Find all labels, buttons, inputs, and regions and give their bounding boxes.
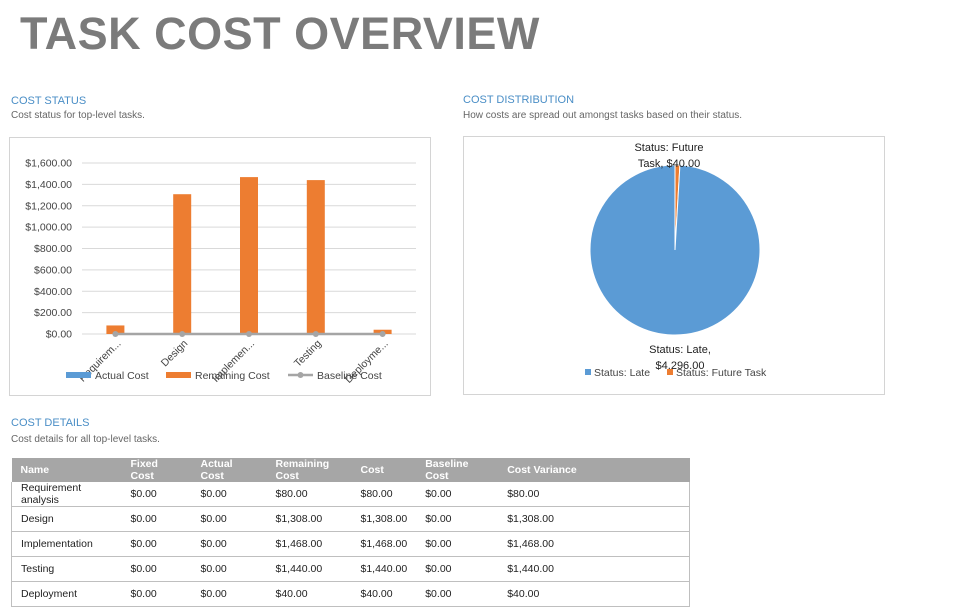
column-header-baseline-cost: Baseline Cost: [416, 458, 499, 482]
y-tick-label: $400.00: [34, 286, 72, 298]
cell-cost: $40.00: [351, 581, 417, 607]
y-tick-label: $200.00: [34, 307, 72, 319]
column-header-fixed-cost: Fixed Cost: [121, 458, 192, 482]
legend-swatch: [667, 369, 673, 375]
legend-label: Status: Late: [594, 367, 650, 379]
cell-baseline-cost: $0.00: [416, 506, 499, 532]
cell-name: Requirement analysis: [11, 482, 122, 507]
pie-slice-status-late: [589, 164, 761, 336]
legend-label: Baseline Cost: [317, 370, 382, 382]
y-tick-label: $0.00: [46, 329, 72, 341]
legend-swatch: [66, 372, 91, 378]
y-tick-label: $1,600.00: [25, 158, 72, 170]
bar-remaining-cost: [306, 180, 325, 334]
baseline-cost-point: [312, 331, 319, 337]
x-tick-label: Design: [159, 338, 191, 370]
cell-fixed-cost: $0.00: [121, 556, 192, 582]
legend-label: Remaining Cost: [195, 370, 270, 382]
cost-status-chart-svg: $1,600.00 $1,400.00 $1,200.00 $1,000.00 $800…: [25, 158, 416, 386]
column-header-cost-variance: Cost Variance: [498, 458, 690, 482]
legend-swatch: [166, 372, 191, 378]
cell-cost: $1,440.00: [351, 556, 417, 582]
legend-swatch: [585, 369, 591, 375]
cost-distribution-heading: COST DISTRIBUTION: [463, 94, 575, 106]
cell-cost-variance: $40.00: [498, 581, 691, 607]
cell-name: Deployment: [11, 581, 122, 607]
cost-details-subtitle: Cost details for all top-level tasks.: [11, 434, 160, 445]
cell-remaining-cost: $80.00: [266, 482, 352, 507]
cell-remaining-cost: $1,440.00: [266, 556, 352, 582]
cost-distribution-subtitle: How costs are spread out amongst tasks b…: [463, 110, 743, 121]
cell-name: Testing: [11, 556, 122, 582]
cost-status-chart: $1,600.00 $1,400.00 $1,200.00 $1,000.00 $800…: [9, 137, 431, 396]
cell-remaining-cost: $40.00: [266, 581, 352, 607]
cell-cost-variance: $1,440.00: [498, 556, 691, 582]
column-header-name: Name: [11, 458, 122, 482]
cost-details-heading: COST DETAILS: [11, 417, 90, 429]
table-row: Deployment $0.00 $0.00 $40.00 $40.00 $0.…: [11, 581, 691, 607]
cell-actual-cost: $0.00: [191, 581, 267, 607]
cell-baseline-cost: $0.00: [416, 482, 499, 507]
cost-distribution-chart: Status: Future Task, $40.00 Status: Late, $…: [463, 136, 885, 395]
cell-cost-variance: $80.00: [498, 482, 691, 507]
y-tick-label: $1,200.00: [25, 200, 72, 212]
baseline-cost-point: [379, 331, 386, 337]
column-header-remaining-cost: Remaining Cost: [266, 458, 352, 482]
cell-baseline-cost: $0.00: [416, 581, 499, 607]
cell-cost: $1,468.00: [351, 531, 417, 557]
column-header-actual-cost: Actual Cost: [191, 458, 267, 482]
cell-actual-cost: $0.00: [191, 482, 267, 507]
baseline-cost-point: [246, 331, 252, 337]
pie-label-future-task-value: Task, $40.00: [638, 158, 700, 170]
cell-baseline-cost: $0.00: [416, 531, 499, 557]
cell-actual-cost: $0.00: [191, 506, 267, 532]
table-header-row: Name Fixed Cost Actual Cost Remaining Co…: [11, 458, 690, 482]
cost-status-subtitle: Cost status for top-level tasks.: [11, 110, 145, 121]
y-tick-label: $800.00: [34, 243, 72, 255]
cell-remaining-cost: $1,468.00: [266, 531, 352, 557]
page-title: TASK COST OVERVIEW: [20, 8, 540, 59]
bar-remaining-cost: [106, 325, 125, 334]
y-tick-label: $600.00: [34, 264, 72, 276]
column-header-cost: Cost: [351, 458, 417, 482]
bar-remaining-cost: [173, 194, 192, 334]
bar-remaining-cost: [240, 177, 258, 334]
cell-name: Design: [11, 506, 122, 532]
cell-baseline-cost: $0.00: [416, 556, 499, 582]
baseline-cost-point: [112, 331, 119, 337]
cell-fixed-cost: $0.00: [121, 482, 192, 507]
cell-remaining-cost: $1,308.00: [266, 506, 352, 532]
cell-cost: $1,308.00: [351, 506, 417, 532]
y-tick-label: $1,400.00: [25, 179, 72, 191]
legend-marker: [297, 372, 304, 378]
cell-cost-variance: $1,468.00: [498, 531, 691, 557]
x-tick-label: Testing: [292, 338, 324, 370]
pie-label-future-task: Status: Future: [634, 142, 703, 154]
cell-cost: $80.00: [351, 482, 417, 507]
table-row: Testing $0.00 $0.00 $1,440.00 $1,440.00 …: [11, 556, 691, 582]
legend-label: Status: Future Task: [676, 367, 767, 379]
cost-details-table: Name Fixed Cost Actual Cost Remaining Co…: [11, 458, 691, 607]
pie-label-late: Status: Late,: [649, 344, 711, 356]
table-row: Design $0.00 $0.00 $1,308.00 $1,308.00 $…: [11, 506, 691, 532]
cell-cost-variance: $1,308.00: [498, 506, 691, 532]
table-row: Requirement analysis $0.00 $0.00 $80.00 …: [11, 482, 691, 507]
table-row: Implementation $0.00 $0.00 $1,468.00 $1,…: [11, 531, 691, 557]
legend-label: Actual Cost: [95, 370, 149, 382]
cell-fixed-cost: $0.00: [121, 506, 192, 532]
cell-fixed-cost: $0.00: [121, 581, 192, 607]
cell-fixed-cost: $0.00: [121, 531, 192, 557]
baseline-cost-point: [179, 331, 186, 337]
y-tick-label: $1,000.00: [25, 222, 72, 234]
cell-actual-cost: $0.00: [191, 556, 267, 582]
cost-status-heading: COST STATUS: [11, 95, 87, 107]
cell-actual-cost: $0.00: [191, 531, 267, 557]
cell-name: Implementation: [11, 531, 122, 557]
